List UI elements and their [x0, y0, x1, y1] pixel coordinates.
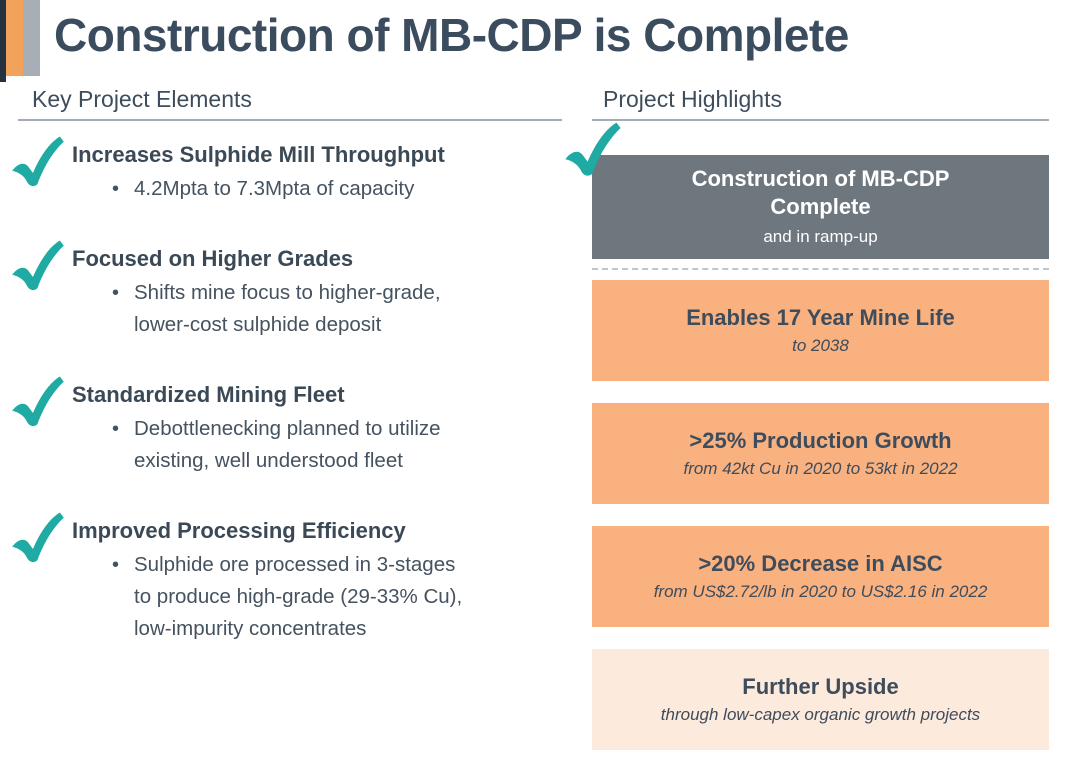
bullet-text: Sulphide ore processed in 3-stages to pr… [134, 553, 463, 640]
highlight-box-mine-life: Enables 17 Year Mine Life to 2038 [592, 280, 1049, 381]
box-subtitle: through low-capex organic growth project… [660, 704, 981, 724]
item-title: Standardized Mining Fleet [72, 382, 345, 407]
bullet-text: 4.2Mpta to 7.3Mpta of capacity [134, 177, 415, 200]
box-title: Construction of MB-CDP Complete [691, 166, 950, 219]
box-title: Further Upside [742, 673, 899, 699]
highlight-boxes: Construction of MB-CDP Complete and in r… [592, 155, 1049, 750]
list-item: Standardized Mining Fleet • Debottleneck… [18, 381, 562, 477]
bullet-dot: • [112, 418, 120, 440]
bullet-text: Shifts mine focus to higher-grade, lower… [134, 281, 441, 336]
bullet-dot: • [112, 282, 120, 304]
item-title: Improved Processing Efficiency [72, 518, 406, 543]
page-title: Construction of MB-CDP is Complete [54, 9, 849, 61]
right-section-heading: Project Highlights [592, 86, 1049, 121]
bullet-dot: • [112, 178, 120, 200]
item-title: Focused on Higher Grades [72, 246, 354, 271]
highlight-box-aisc-decrease: >20% Decrease in AISC from US$2.72/lb in… [592, 526, 1049, 627]
item-title: Increases Sulphide Mill Throughput [72, 142, 445, 167]
accent-bar-navy [0, 0, 6, 82]
check-icon [10, 239, 66, 297]
box-title: >25% Production Growth [689, 427, 952, 453]
check-icon [10, 511, 66, 569]
item-body: Focused on Higher Grades • Shifts mine f… [72, 245, 466, 341]
bullet-row: • 4.2Mpta to 7.3Mpta of capacity [112, 173, 466, 205]
box-subtitle: to 2038 [792, 335, 849, 355]
bullet-text: Debottlenecking planned to utilize exist… [134, 417, 441, 472]
accent-bar-orange [6, 0, 23, 76]
box-title: >20% Decrease in AISC [698, 550, 943, 576]
box-subtitle: from 42kt Cu in 2020 to 53kt in 2022 [683, 458, 958, 478]
item-body: Increases Sulphide Mill Throughput • 4.2… [72, 141, 466, 205]
box-title: Enables 17 Year Mine Life [686, 304, 955, 330]
key-project-elements-column: Key Project Elements Increases Sulphide … [18, 86, 562, 685]
item-body: Improved Processing Efficiency • Sulphid… [72, 517, 466, 645]
list-item: Increases Sulphide Mill Throughput • 4.2… [18, 141, 562, 205]
item-body: Standardized Mining Fleet • Debottleneck… [72, 381, 466, 477]
box-subtitle: from US$2.72/lb in 2020 to US$2.16 in 20… [653, 581, 988, 601]
list-item: Focused on Higher Grades • Shifts mine f… [18, 245, 562, 341]
bullet-row: • Shifts mine focus to higher-grade, low… [112, 277, 466, 341]
left-section-heading: Key Project Elements [18, 86, 562, 121]
dashed-divider [592, 268, 1049, 270]
box-subtitle: and in ramp-up [763, 227, 878, 246]
check-icon [10, 375, 66, 433]
accent-bar-gray [23, 0, 40, 76]
bullet-dot: • [112, 554, 120, 576]
check-icon [10, 135, 66, 193]
key-project-elements-list: Increases Sulphide Mill Throughput • 4.2… [18, 141, 562, 645]
project-highlights-column: Project Highlights Construction of MB-CD… [592, 86, 1049, 750]
bullet-row: • Sulphide ore processed in 3-stages to … [112, 549, 466, 645]
highlight-box-construction-complete: Construction of MB-CDP Complete and in r… [592, 155, 1049, 259]
bullet-row: • Debottlenecking planned to utilize exi… [112, 413, 466, 477]
list-item: Improved Processing Efficiency • Sulphid… [18, 517, 562, 645]
highlight-box-production-growth: >25% Production Growth from 42kt Cu in 2… [592, 403, 1049, 504]
highlight-box-further-upside: Further Upside through low-capex organic… [592, 649, 1049, 750]
check-icon [563, 121, 623, 183]
